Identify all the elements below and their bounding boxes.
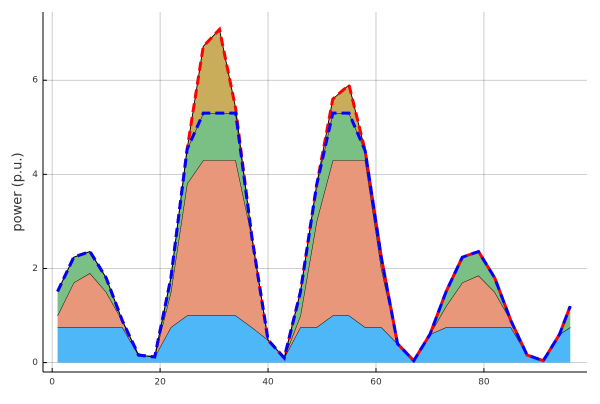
x-tick-label: 20 (154, 378, 166, 388)
x-tick-label: 60 (370, 378, 382, 388)
y-tick-label: 4 (32, 170, 38, 180)
x-tick-label: 80 (478, 378, 490, 388)
y-tick-label: 6 (32, 76, 38, 86)
area (57, 113, 571, 361)
area (57, 160, 571, 361)
x-tick-label: 0 (49, 378, 55, 388)
area (57, 315, 571, 363)
line (56, 111, 572, 364)
y-axis-label: power (p.u.) (11, 152, 26, 231)
x-tick-label: 40 (262, 378, 274, 388)
y-tick-label: 2 (32, 264, 38, 274)
y-tick-label: 0 (32, 358, 38, 368)
